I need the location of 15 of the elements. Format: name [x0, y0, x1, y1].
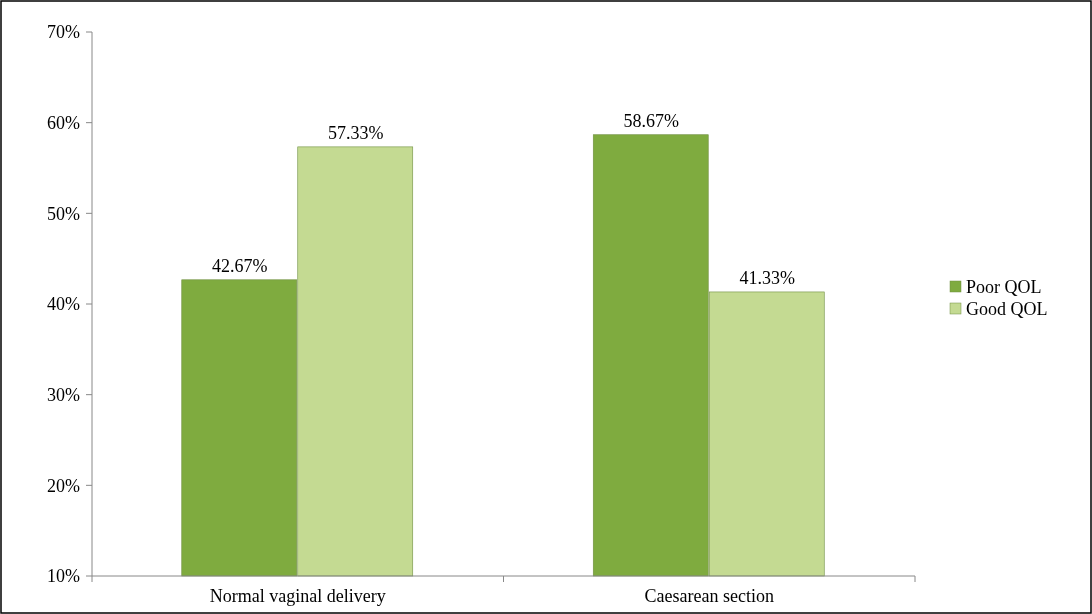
data-label: 42.67% [212, 255, 268, 276]
y-tick-label: 60% [47, 112, 80, 133]
data-label: 58.67% [623, 110, 679, 131]
y-tick-label: 40% [47, 294, 80, 315]
y-tick-label: 20% [47, 475, 80, 496]
data-label: 57.33% [328, 122, 384, 143]
y-tick-label: 50% [47, 203, 80, 224]
legend-label: Poor QOL [966, 277, 1042, 298]
data-label: 41.33% [739, 267, 795, 288]
x-tick-label: Caesarean section [644, 586, 774, 606]
y-tick-label: 30% [47, 384, 80, 405]
y-tick-label: 10% [47, 566, 80, 587]
legend-label: Good QOL [966, 299, 1048, 320]
x-tick-label: Normal vaginal delivery [209, 586, 386, 606]
y-tick-label: 70% [47, 22, 80, 43]
